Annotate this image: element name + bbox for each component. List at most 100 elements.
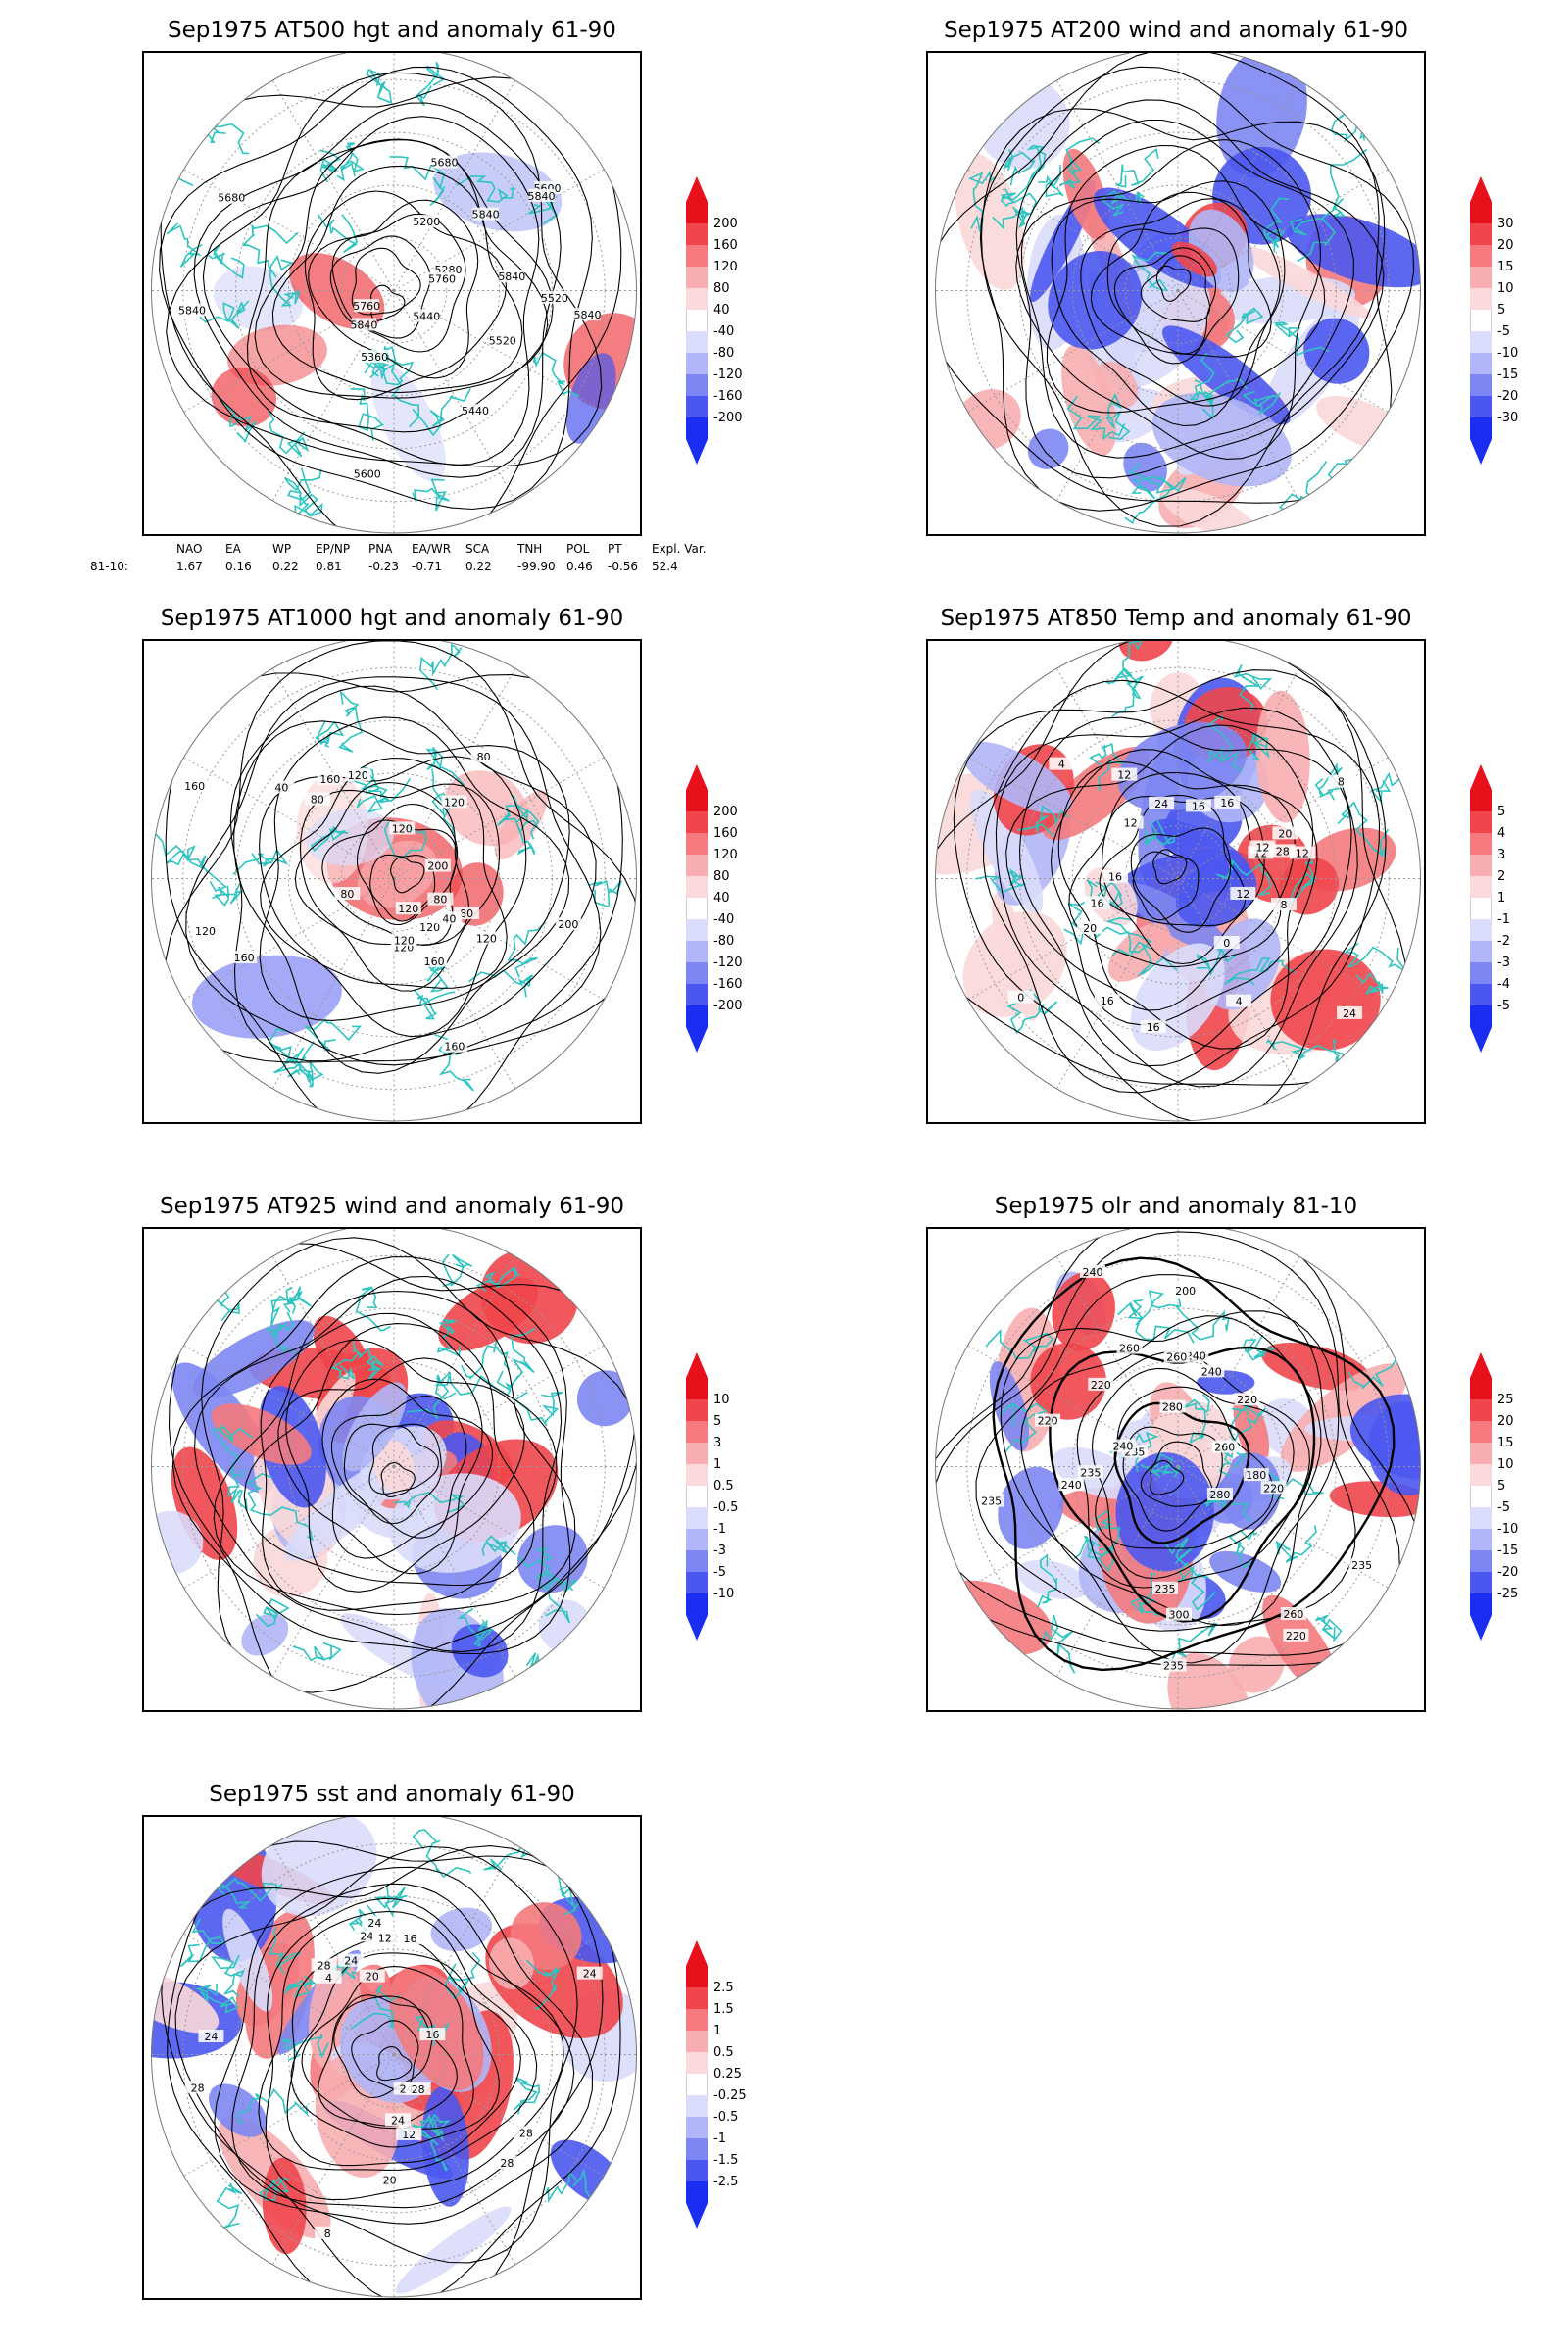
colorbar-segment [1470, 876, 1492, 898]
negative-anomaly-area [517, 1525, 588, 1593]
coastline [338, 689, 364, 753]
contour-line [193, 1275, 563, 1653]
coastline [1224, 957, 1296, 986]
negative-anomaly-area [1209, 1550, 1282, 1592]
colorbar-segment [1470, 223, 1492, 245]
colorbar-label: 4 [1497, 826, 1506, 841]
coastline [999, 1402, 1049, 1454]
coastline [1215, 858, 1272, 896]
coastline [1131, 251, 1169, 291]
colorbar-segment [686, 876, 708, 898]
colorbar-segment [686, 962, 708, 984]
negative-anomaly-area [1122, 882, 1231, 955]
contour-line [165, 641, 637, 1063]
contour-label: 12 [1236, 888, 1250, 901]
colorbar-segment [686, 984, 708, 1005]
negative-anomaly-area [342, 1382, 407, 1472]
colorbar-segment [686, 288, 708, 310]
colorbar-segment [1470, 941, 1492, 962]
colorbar-arrow-down [1470, 439, 1492, 465]
coastline [1371, 680, 1414, 732]
coastline [199, 300, 250, 329]
colorbar-segment [686, 1529, 708, 1550]
map-panel: 16 12 8 4 0 12 16 16 12 4 0 20 24 16 12 8 12 28 20 12 24 16 16 [926, 639, 1426, 1124]
coastline [351, 1984, 401, 2030]
colorbar-segment [686, 855, 708, 876]
colorbar-segment [1470, 374, 1492, 396]
colorbar-label: 5 [1497, 805, 1506, 819]
positive-anomaly-area [1270, 949, 1381, 1051]
negative-anomaly-area [1117, 721, 1248, 811]
colorbar-label: -200 [713, 999, 743, 1013]
colorbar-segment [686, 2009, 708, 2031]
contour-label: 160 [444, 1041, 465, 1054]
coastline [203, 122, 250, 155]
coastline [1189, 352, 1215, 405]
panel-title: Sep1975 AT925 wind and anomaly 61-90 [159, 1194, 625, 1219]
colorbar: 25 20 15 10 5 -5 -10 -15 -20 -25 [1470, 1352, 1518, 1641]
contour-label: 40 [442, 912, 456, 925]
coastline [1058, 137, 1101, 189]
colorbar-label: 0.5 [713, 1479, 734, 1494]
colorbar-segment [686, 1421, 708, 1443]
colorbar-label: 160 [713, 238, 738, 253]
contour-line [259, 756, 527, 1038]
index-header: PT [608, 542, 622, 556]
coastline [269, 254, 301, 307]
contour-label: 220 [1237, 1394, 1257, 1406]
negative-anomaly-area [192, 1320, 315, 1398]
colorbar-label: -3 [1497, 956, 1510, 970]
coastline [1117, 1290, 1179, 1326]
contour-line [301, 1966, 474, 2130]
contour-line [1090, 191, 1272, 358]
colorbar-label: -25 [1497, 1587, 1519, 1601]
contour-label: 300 [1169, 1609, 1190, 1622]
colorbar-segment [686, 811, 708, 833]
colorbar-label: -160 [713, 389, 743, 404]
contour-label: 200 [1175, 1285, 1196, 1298]
contour-label: 5360 [361, 351, 388, 364]
colorbar-label: -3 [713, 1544, 726, 1558]
coastline [211, 1954, 246, 1998]
coastline [211, 1424, 254, 1467]
contour-label: 235 [1351, 1559, 1372, 1572]
contour-label: 120 [419, 921, 440, 934]
negative-anomaly-area [576, 1370, 634, 1427]
contour-label: 120 [444, 796, 465, 808]
colorbar-label: 10 [1497, 281, 1514, 296]
negative-anomaly-area [370, 363, 446, 482]
colorbar-label: -80 [713, 346, 735, 361]
coastline [992, 206, 1030, 230]
coastline [1063, 879, 1098, 946]
contour-label: 16 [1101, 995, 1114, 1007]
colorbar-segment [686, 898, 708, 919]
colorbar: 10 5 3 1 0.5 -0.5 -1 -3 -5 -10 [686, 1352, 738, 1641]
contour-line [318, 1995, 458, 2127]
panel-title: Sep1975 AT1000 hgt and anomaly 61-90 [160, 606, 624, 631]
coastline [588, 880, 622, 907]
index-value: -99.90 [517, 560, 556, 573]
coastline [212, 880, 245, 907]
contour-line [1015, 99, 1385, 479]
colorbar-label: -0.25 [713, 2088, 747, 2103]
coastline [1321, 148, 1368, 219]
coastline [434, 1034, 474, 1092]
contour-label: 16 [404, 1933, 417, 1945]
colorbar-segment [686, 223, 708, 245]
contour-line [259, 716, 570, 1021]
polar-map: 2802602402202352352352202602402352202402… [935, 1229, 1421, 1710]
contour-line [260, 757, 508, 989]
coastline [351, 766, 388, 799]
index-value: -0.23 [368, 560, 400, 573]
positive-anomaly-area [211, 367, 277, 427]
negative-anomaly-area [1152, 392, 1293, 487]
contour-line [172, 1256, 571, 1655]
negative-anomaly-area [430, 1907, 493, 1952]
contour-label: 24 [344, 1955, 358, 1968]
colorbar-segment [1470, 202, 1492, 223]
coastline [1089, 742, 1126, 792]
coastline [219, 396, 257, 443]
contour-line [308, 199, 479, 379]
contour-line [1000, 1310, 1340, 1664]
colorbar-segment [686, 2160, 708, 2181]
